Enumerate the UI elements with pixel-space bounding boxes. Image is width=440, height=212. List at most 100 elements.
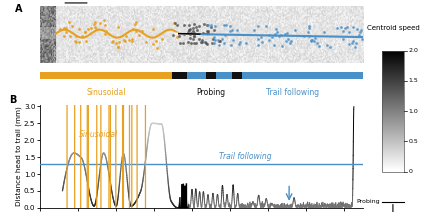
Point bbox=[93, 27, 100, 31]
Point bbox=[265, 33, 272, 37]
Bar bbox=[216, 72, 232, 79]
Bar bbox=[382, 58, 403, 59]
Point bbox=[211, 41, 218, 45]
Point bbox=[177, 42, 184, 45]
Point bbox=[356, 31, 363, 34]
Point bbox=[323, 43, 330, 47]
Point bbox=[358, 28, 365, 31]
Bar bbox=[382, 155, 403, 156]
Bar bbox=[382, 104, 403, 105]
Bar bbox=[382, 62, 403, 63]
Point bbox=[189, 38, 196, 41]
Point bbox=[172, 22, 179, 25]
Text: Trail following: Trail following bbox=[266, 88, 319, 97]
Point bbox=[85, 27, 92, 31]
Point bbox=[170, 22, 177, 25]
Bar bbox=[382, 72, 403, 73]
Point bbox=[201, 40, 208, 44]
Point bbox=[271, 34, 278, 37]
Point bbox=[220, 23, 227, 27]
Bar bbox=[382, 67, 403, 68]
Point bbox=[169, 33, 176, 37]
Bar bbox=[382, 149, 403, 150]
Point bbox=[254, 25, 261, 28]
Bar bbox=[382, 117, 403, 118]
Point bbox=[212, 39, 219, 42]
Bar bbox=[382, 158, 403, 159]
Point bbox=[63, 31, 70, 34]
Bar bbox=[382, 156, 403, 157]
Point bbox=[191, 31, 198, 35]
Bar bbox=[382, 142, 403, 143]
Point bbox=[345, 42, 352, 45]
Point bbox=[340, 29, 347, 32]
Point bbox=[136, 33, 143, 37]
Point bbox=[305, 25, 312, 28]
Bar bbox=[382, 115, 403, 116]
Bar bbox=[232, 72, 242, 79]
Point bbox=[254, 43, 261, 46]
Text: Probing: Probing bbox=[356, 199, 380, 204]
Bar bbox=[382, 94, 403, 95]
Bar bbox=[382, 52, 403, 53]
Point bbox=[219, 38, 226, 41]
Point bbox=[142, 40, 149, 44]
Bar bbox=[382, 54, 403, 55]
Bar bbox=[382, 151, 403, 152]
Point bbox=[327, 45, 334, 48]
Bar bbox=[382, 92, 403, 93]
Point bbox=[198, 40, 205, 43]
Point bbox=[181, 23, 188, 26]
Bar bbox=[382, 122, 403, 123]
Point bbox=[257, 36, 264, 39]
Point bbox=[186, 29, 193, 32]
Bar bbox=[382, 128, 403, 129]
Point bbox=[227, 24, 234, 28]
Point bbox=[358, 37, 365, 41]
Bar bbox=[382, 86, 403, 87]
Bar bbox=[382, 162, 403, 163]
Point bbox=[191, 34, 198, 38]
Bar bbox=[382, 106, 403, 107]
Point bbox=[150, 27, 157, 30]
Bar bbox=[382, 76, 403, 77]
Point bbox=[355, 33, 362, 37]
Point bbox=[348, 41, 356, 44]
Point bbox=[273, 28, 280, 31]
Bar bbox=[382, 160, 403, 162]
Text: (mm 333 ms⁻¹): (mm 333 ms⁻¹) bbox=[439, 90, 440, 132]
Point bbox=[337, 26, 345, 29]
Point bbox=[82, 31, 89, 34]
Point bbox=[215, 43, 222, 46]
Point bbox=[242, 41, 249, 45]
Point bbox=[158, 37, 165, 40]
Point bbox=[222, 23, 229, 26]
Bar bbox=[382, 141, 403, 142]
Point bbox=[211, 28, 218, 32]
Point bbox=[220, 41, 227, 45]
Bar bbox=[382, 137, 403, 138]
Point bbox=[254, 37, 261, 40]
Point bbox=[72, 34, 79, 38]
Point bbox=[207, 23, 214, 26]
Point bbox=[345, 31, 352, 34]
Point bbox=[65, 21, 72, 24]
Bar bbox=[382, 150, 403, 151]
Point bbox=[101, 32, 108, 35]
Point bbox=[275, 34, 282, 38]
Bar bbox=[382, 107, 403, 108]
Point bbox=[205, 30, 212, 33]
Bar bbox=[382, 126, 403, 127]
Bar bbox=[382, 121, 403, 122]
Point bbox=[300, 34, 307, 38]
Bar bbox=[382, 147, 403, 148]
Bar bbox=[382, 90, 403, 91]
Bar bbox=[382, 81, 403, 82]
Point bbox=[90, 22, 97, 25]
Bar bbox=[382, 53, 403, 54]
Bar bbox=[382, 133, 403, 134]
Point bbox=[153, 40, 160, 43]
Point bbox=[344, 25, 351, 29]
Point bbox=[262, 25, 269, 28]
Point bbox=[268, 35, 275, 39]
